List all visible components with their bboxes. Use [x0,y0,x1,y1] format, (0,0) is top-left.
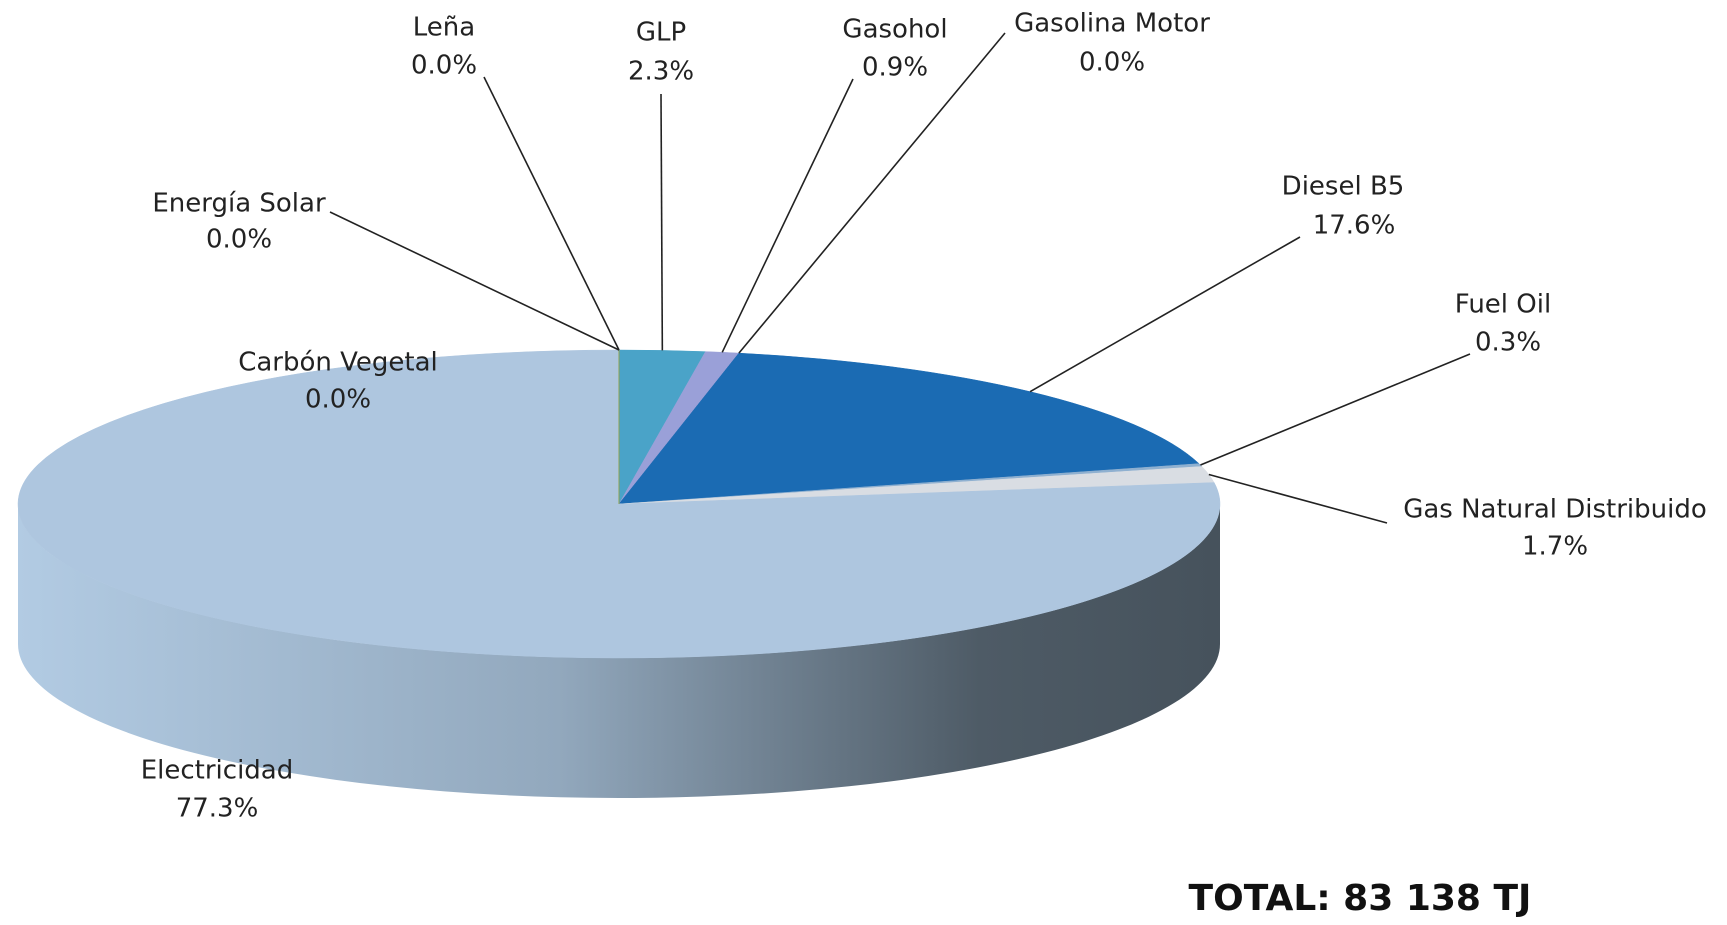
labels: GLP 2.3% Gasohol 0.9% Gasolina Motor 0.0% Dies… [141,9,1707,824]
slice-value: 77.3% [176,794,259,824]
slice [17,349,1221,659]
leader-line [483,76,620,351]
slice-value: 0.0% [206,225,272,255]
slice-value: 0.0% [305,385,371,415]
slice-name: Leña [413,13,475,43]
slice-name: Gas Natural Distribuido [1403,495,1707,525]
slice-name: Fuel Oil [1455,290,1551,320]
slice-name: Gasohol [842,15,947,45]
leader-line [1200,353,1471,466]
slice-value: 0.9% [862,53,928,83]
total-annotation: TOTAL: 83 138 TJ [1189,878,1532,919]
slice-value: 1.7% [1522,532,1588,562]
slice [618,352,1200,505]
leader-line [1208,473,1388,524]
leader-line [721,78,854,353]
leader-line [329,211,620,351]
leader-line [738,32,1006,354]
slice-name: GLP [636,18,686,48]
slice-value: 2.3% [628,57,694,87]
slice-name: Diesel B5 [1282,172,1405,202]
pie-sides [18,504,1220,798]
slice-name: Energía Solar [152,189,326,219]
slice-name: Carbón Vegetal [238,348,438,378]
slice-name: Gasolina Motor [1014,9,1210,39]
slice-value: 0.0% [411,51,477,81]
leader-line [660,93,664,351]
slice-name: Electricidad [141,756,294,786]
leader-line [1029,236,1301,393]
pie-top [17,349,1221,659]
slice-side [18,504,1220,798]
slice-value: 0.3% [1475,328,1541,358]
slice-value: 17.6% [1313,211,1396,241]
slice-value: 0.0% [1079,48,1145,78]
